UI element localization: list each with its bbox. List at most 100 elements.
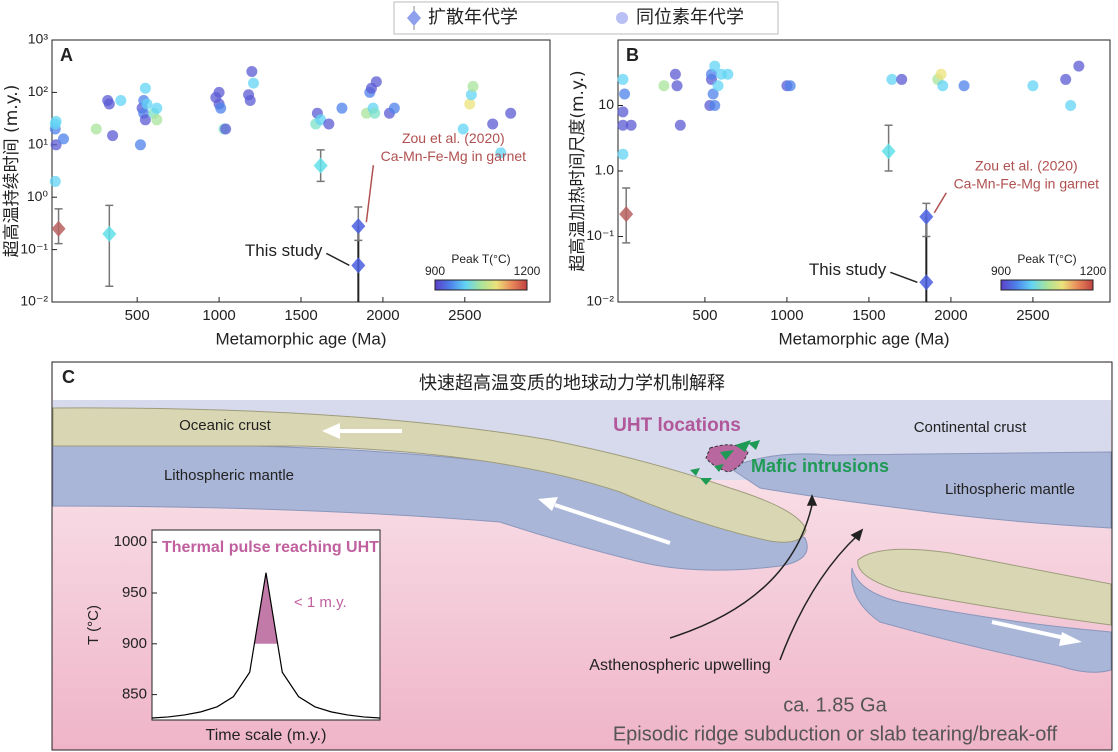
- y-tick-label: 10⁻²: [586, 293, 614, 309]
- label: Lithospheric mantle: [164, 467, 294, 484]
- isotope-point: [369, 107, 381, 119]
- isotope-point: [90, 123, 102, 135]
- isotope-point: [50, 115, 62, 127]
- x-axis-label: Time scale (m.y.): [206, 727, 327, 744]
- isotope-point: [1060, 73, 1072, 85]
- isotope-point: [669, 68, 681, 80]
- isotope-point: [134, 139, 146, 151]
- diffusion-point: [919, 274, 934, 291]
- legend-box: [393, 1, 779, 35]
- x-axis-label: Metamorphic age (Ma): [778, 329, 949, 348]
- isotope-point: [709, 60, 721, 72]
- panel-label: A: [60, 45, 73, 65]
- isotope-point: [1027, 80, 1039, 92]
- colorbar-tick: 1200: [514, 264, 541, 278]
- x-tick-label: 500: [125, 307, 150, 324]
- x-axis-label: Metamorphic age (Ma): [215, 329, 386, 348]
- inset-title: Thermal pulse reaching UHT: [162, 539, 379, 556]
- y-tick-label: 10: [598, 96, 614, 112]
- isotope-point: [465, 89, 477, 101]
- isotope-point: [247, 77, 259, 89]
- panel-label: C: [62, 367, 75, 387]
- isotope-point: [935, 68, 947, 80]
- diagram: C 快速超高温变质的地球动力学机制解释 Oceanic crust Contin…: [51, 361, 1113, 751]
- colorbar-label: Peak T(°C): [451, 252, 510, 266]
- isotope-point: [617, 73, 629, 85]
- isotope-point: [464, 98, 476, 110]
- x-tick-label: 1000: [202, 307, 235, 324]
- diffusion-point: [881, 143, 896, 160]
- isotope-point: [244, 95, 256, 107]
- colorbar-tick: 900: [425, 264, 445, 278]
- isotope-point: [619, 88, 631, 100]
- isotope-point: [246, 66, 258, 78]
- y-tick-label: 10⁻¹: [20, 240, 48, 256]
- isotope-point: [139, 114, 151, 126]
- isotope-point: [617, 148, 629, 160]
- isotope-point: [103, 98, 115, 110]
- isotope-point: [617, 119, 629, 131]
- colorbar-tick: 1200: [1080, 264, 1107, 278]
- diffusion-point: [919, 208, 934, 225]
- isotope-point: [57, 133, 69, 145]
- y-tick-label: 950: [122, 584, 147, 601]
- isotope-point: [336, 102, 348, 114]
- isotope-point: [151, 114, 163, 126]
- x-tick-label: 2500: [448, 307, 481, 324]
- x-tick-label: 1500: [852, 307, 885, 324]
- colorbar: [1000, 279, 1094, 291]
- motion-arrows: [322, 423, 1082, 646]
- y-tick-label: 10³: [28, 31, 49, 47]
- annotation: Zou et al. (2020): [402, 130, 505, 146]
- isotope-point: [220, 123, 232, 135]
- x-tick-label: 2000: [366, 307, 399, 324]
- isotope-point: [896, 73, 908, 85]
- isotope-point: [467, 80, 479, 92]
- diagram-title: 快速超高温变质的地球动力学机制解释: [419, 373, 725, 394]
- isotope-point: [115, 95, 127, 107]
- label: UHT locations: [613, 415, 741, 436]
- isotope-point: [617, 106, 629, 118]
- x-tick-label: 2000: [934, 307, 967, 324]
- annotation-arrow: [933, 192, 947, 214]
- legend-label: 扩散年代学: [428, 7, 518, 28]
- pulse-shade: [254, 572, 278, 644]
- isotope-point: [1065, 100, 1077, 111]
- annotation: This study: [245, 241, 323, 260]
- y-tick-label: 850: [122, 686, 147, 703]
- colorbar-tick: 900: [991, 264, 1011, 278]
- diffusion-point: [313, 157, 328, 174]
- annotation: Ca-Mn-Fe-Mg in garnet: [381, 148, 527, 164]
- pulse-line: [151, 572, 381, 719]
- diffusion-point: [51, 220, 66, 237]
- isotope-point: [658, 80, 670, 92]
- isotope-point: [141, 98, 153, 110]
- annotation-arrow: [325, 252, 350, 267]
- colorbar-label: Peak T(°C): [1017, 252, 1076, 266]
- y-tick-label: 1000: [114, 533, 147, 550]
- label: Lithospheric mantle: [945, 481, 1075, 498]
- annotation-arrow: [890, 271, 918, 283]
- isotope-point: [370, 76, 382, 88]
- isotope-point: [709, 100, 721, 111]
- diffusion-point: [351, 257, 366, 274]
- inset-annotation: < 1 m.y.: [294, 594, 347, 611]
- y-axis-label: T (°C): [85, 605, 102, 645]
- x-tick-label: 1000: [770, 307, 803, 324]
- isotope-point: [1073, 60, 1085, 72]
- plots: 500 1000 1500 2000 2500 10³ 10² 10¹ 10⁰ 10⁻¹ 10⁻² A…: [2, 31, 1111, 744]
- slab-crust: [857, 548, 1112, 626]
- oceanic-crust: [52, 407, 807, 543]
- y-tick-label: 900: [122, 635, 147, 652]
- isotope-point: [674, 119, 686, 131]
- y-tick-label: 10¹: [28, 136, 49, 152]
- isotope-point: [315, 114, 327, 126]
- title-band: [53, 363, 1111, 401]
- y-tick-label: 1.0: [595, 162, 615, 178]
- y-axis-label: 超高温持续时间 (m.y.): [2, 85, 22, 258]
- diffusion-point: [102, 225, 117, 242]
- label: ca. 1.85 Ga: [783, 694, 887, 716]
- legend-label: 同位素年代学: [636, 7, 744, 28]
- isotope-point: [671, 80, 683, 92]
